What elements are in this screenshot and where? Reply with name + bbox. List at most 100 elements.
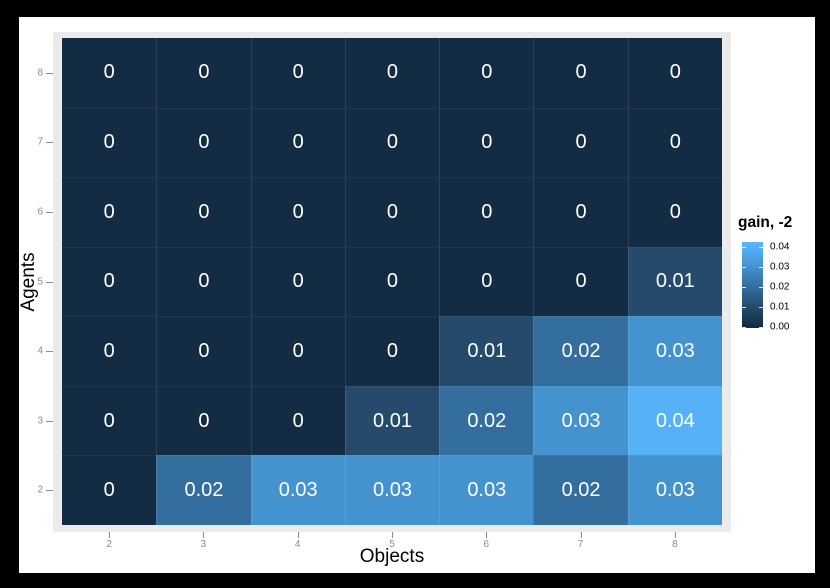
heatmap-cell: 0	[250, 107, 345, 178]
legend-tick-label: 0.00	[770, 321, 790, 333]
x-axis-title: Objects	[359, 546, 425, 567]
heatmap-cell: 0	[627, 107, 722, 178]
heatmap-cell: 0	[439, 177, 534, 247]
y-axis-title: Agents	[18, 252, 39, 312]
heatmap-cell: 0.01	[627, 246, 722, 317]
legend-colorbar	[742, 242, 763, 328]
heatmap-cell: 0	[156, 38, 251, 108]
heatmap-cell: 0	[156, 385, 251, 456]
heatmap-cell: 0.03	[627, 316, 722, 386]
heatmap-cell: 0.03	[533, 385, 628, 456]
heatmap-cell: 0	[439, 107, 534, 178]
y-axis-tick-mark	[46, 211, 53, 213]
legend-colorbar-tick	[759, 247, 763, 248]
heatmap-cell: 0	[156, 177, 251, 247]
heatmap-cell: 0	[62, 38, 157, 108]
x-axis-tick-mark	[203, 532, 205, 538]
heatmap-cell: 0	[62, 107, 157, 178]
heatmap-cell: 0	[250, 385, 345, 456]
heatmap-cell: 0.02	[533, 316, 628, 386]
heatmap-cell: 0	[62, 246, 157, 317]
legend-title: gain, -2	[738, 214, 793, 231]
legend-tick-label: 0.02	[770, 281, 790, 293]
legend-colorbar-tick	[759, 287, 763, 288]
y-axis-tick-label: 2	[37, 484, 43, 496]
heatmap-cell: 0.01	[344, 385, 440, 456]
heatmap-cell: 0.02	[156, 455, 251, 525]
legend-colorbar-tick	[759, 267, 763, 268]
heatmap-cell: 0	[250, 316, 345, 386]
heatmap-cell: 0	[156, 246, 251, 317]
heatmap-cell: 0	[533, 177, 628, 247]
heatmap-cell: 0	[156, 316, 251, 386]
y-axis-tick-mark	[46, 351, 53, 353]
legend-tick-label: 0.03	[770, 261, 790, 273]
legend-colorbar-tick	[742, 267, 746, 268]
y-axis-tick-mark	[46, 281, 53, 283]
heatmap-cell: 0.02	[533, 455, 628, 525]
y-axis-tick-mark	[46, 490, 53, 492]
y-axis-tick-label: 8	[37, 67, 43, 79]
heatmap-cell: 0	[62, 385, 157, 456]
heatmap-cell: 0	[344, 38, 440, 108]
legend-colorbar-tick	[742, 287, 746, 288]
x-axis-tick-label: 7	[577, 539, 584, 550]
y-axis-tick-mark	[46, 420, 53, 422]
heatmap-cell: 0.03	[627, 455, 722, 525]
y-axis-tick-mark	[46, 72, 53, 74]
heatmap-cell: 0	[439, 38, 534, 108]
heatmap-cell: 0	[533, 107, 628, 178]
heatmap-cell: 0.03	[439, 455, 534, 525]
y-axis-tick-label: 3	[37, 415, 43, 427]
heatmap-cell: 0	[250, 38, 345, 108]
heatmap-cell: 0	[344, 246, 440, 317]
heatmap-cell: 0	[344, 316, 440, 386]
heatmap-cell: 0	[62, 455, 157, 525]
plot-canvas: 0 0 0 0 0 0 0 0 0 0 0 0 0 0 0 0 0 0 0 0 0 0 0 0 0 0 0 0.01 0 0 0 0 0.01 0…	[18, 17, 815, 573]
x-axis-tick-label: 8	[672, 539, 678, 550]
x-axis-tick-mark	[109, 532, 111, 538]
x-axis-tick-mark	[297, 532, 299, 538]
y-axis-tick-label: 5	[37, 276, 43, 287]
legend: gain, -2 0.04 0.03 0.02 0.01 0.00	[738, 214, 793, 333]
heatmap-cell: 0.03	[250, 455, 345, 525]
legend-tick-label: 0.01	[770, 301, 790, 313]
x-axis-tick-mark	[674, 532, 676, 538]
y-axis-tick-label: 4	[37, 345, 43, 357]
heatmap-cell: 0	[344, 107, 440, 178]
heatmap-cell: 0.04	[627, 385, 722, 456]
heatmap-cell: 0	[627, 177, 722, 247]
heatmap-cell: 0	[250, 177, 345, 247]
heatmap-cell: 0.02	[439, 385, 534, 456]
legend-colorbar-tick	[742, 327, 746, 328]
legend-colorbar-tick	[759, 327, 763, 328]
heatmap-cell: 0	[533, 246, 628, 317]
legend-colorbar-tick	[742, 247, 746, 248]
heatmap-cell: 0	[62, 177, 157, 247]
heatmap-grid: 0 0 0 0 0 0 0 0 0 0 0 0 0 0 0 0 0 0 0 0 0 0 0 0 0 0 0 0.01 0 0 0 0 0.01 0…	[62, 38, 722, 525]
heatmap-cell: 0	[250, 246, 345, 317]
y-axis-tick-mark	[46, 142, 53, 144]
heatmap-cell: 0	[62, 316, 157, 386]
y-axis-tick-label: 7	[37, 136, 43, 148]
x-axis-tick-mark	[580, 532, 582, 538]
legend-colorbar-tick	[742, 307, 746, 308]
x-axis-tick-label: 3	[200, 539, 207, 550]
heatmap-cell: 0.01	[439, 316, 534, 386]
x-axis-tick-label: 6	[483, 539, 490, 550]
heatmap-cell: 0	[156, 107, 251, 178]
heatmap-cell: 0	[439, 246, 534, 317]
heatmap-cell: 0	[533, 38, 628, 108]
x-axis-tick-mark	[486, 532, 488, 538]
y-axis-tick-label: 6	[37, 206, 43, 218]
x-axis-tick-label: 5	[389, 539, 395, 550]
x-axis-tick-label: 2	[106, 539, 112, 550]
x-axis-tick-mark	[392, 532, 393, 538]
heatmap-cell: 0	[627, 38, 722, 108]
heatmap-cell: 0	[344, 177, 440, 247]
x-axis-tick-label: 4	[294, 539, 301, 550]
legend-tick-label: 0.04	[770, 241, 790, 253]
legend-colorbar-tick	[759, 307, 763, 308]
heatmap-cell: 0.03	[344, 455, 440, 525]
